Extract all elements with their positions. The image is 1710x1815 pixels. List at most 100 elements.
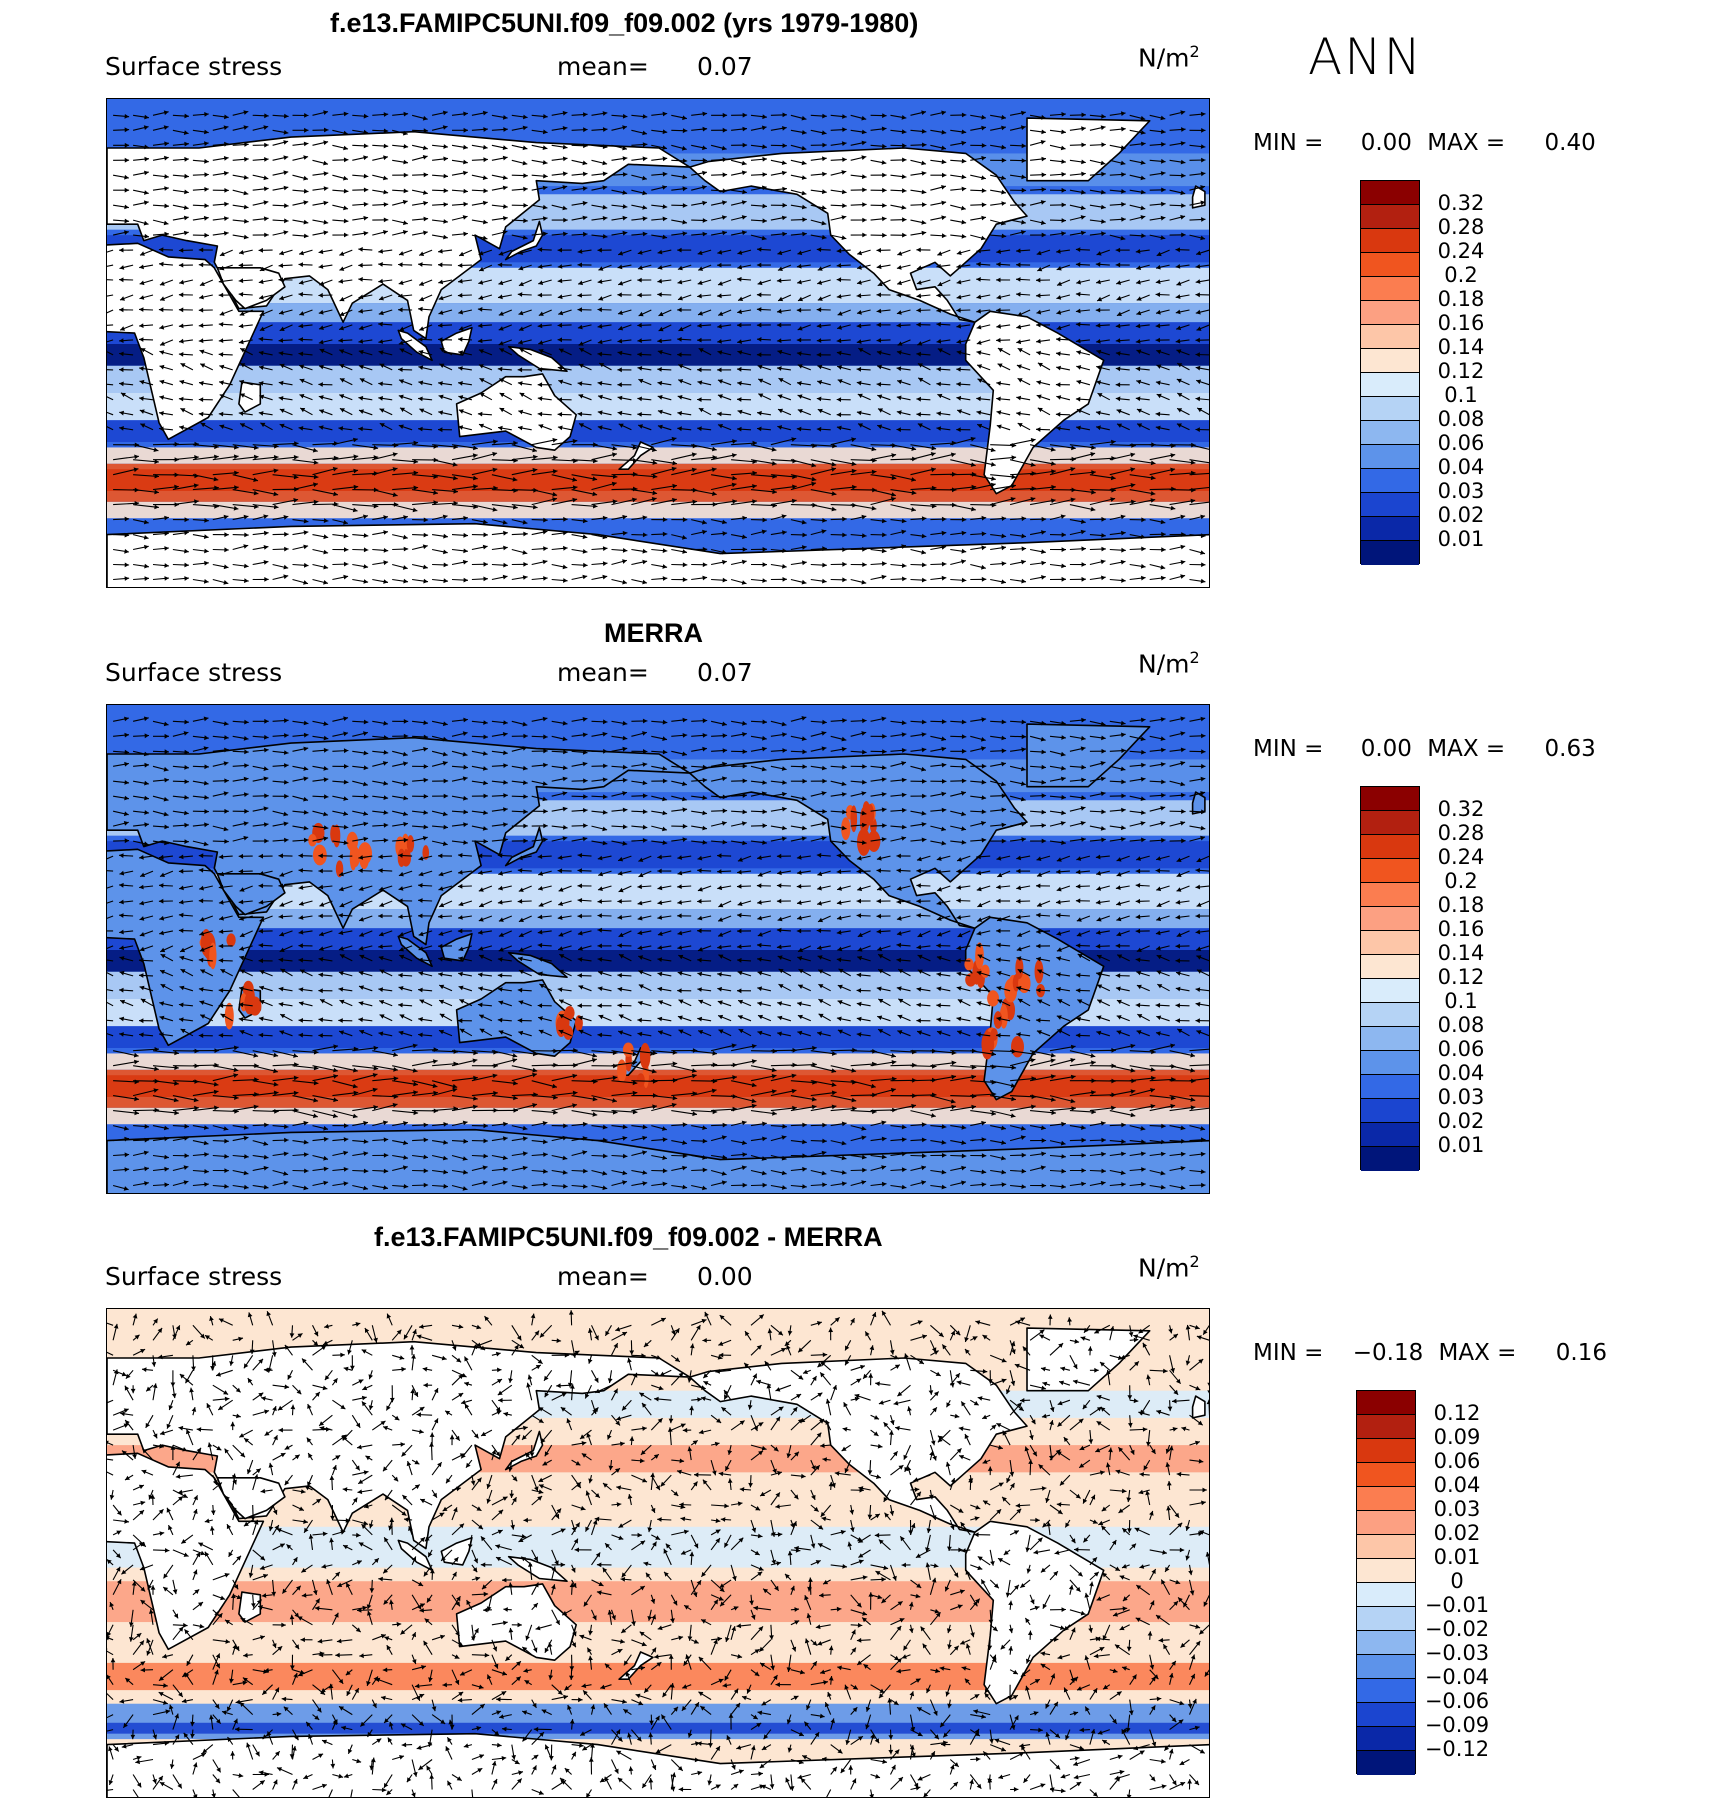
vector-head: [523, 186, 528, 192]
vector-head: [517, 292, 523, 297]
stress-vector: [478, 264, 493, 272]
stress-vector: [107, 351, 114, 356]
vector-head: [243, 204, 249, 210]
stress-vector: [736, 366, 752, 372]
vector-head: [518, 281, 524, 287]
vector-head: [419, 281, 425, 286]
stress-vector: [457, 336, 472, 342]
stress-vector: [711, 112, 728, 118]
vector-head: [1075, 338, 1081, 344]
vector-head: [1175, 294, 1181, 299]
stress-vector: [730, 230, 747, 236]
vector-head: [1121, 217, 1126, 222]
stress-vector: [930, 110, 947, 116]
stress-vector: [678, 324, 692, 332]
vector-head: [463, 201, 468, 207]
stress-vector: [750, 172, 768, 177]
stress-vector: [159, 324, 174, 330]
stress-vector: [232, 125, 249, 131]
vector-head: [1135, 323, 1141, 329]
stress-vector: [518, 339, 532, 345]
vector-head: [583, 112, 588, 117]
stress-vector: [471, 144, 488, 150]
vector-head: [358, 308, 363, 314]
vector-head: [722, 230, 727, 236]
stress-vector: [1089, 171, 1106, 177]
stress-vector: [996, 249, 1011, 254]
vector-head: [164, 231, 169, 237]
vector-head: [682, 186, 688, 192]
stress-vector: [298, 337, 313, 342]
stress-vector: [113, 174, 129, 180]
stress-vector: [192, 158, 209, 164]
vector-head: [697, 367, 702, 373]
vector-head: [698, 311, 703, 316]
stress-vector: [332, 111, 349, 117]
variable-name: Surface stress: [105, 52, 283, 81]
stress-vector: [611, 125, 628, 131]
vector-head: [881, 160, 887, 165]
stress-vector: [790, 129, 807, 135]
vector-head: [563, 217, 568, 223]
vector-head: [916, 280, 922, 285]
stress-vector: [777, 349, 792, 356]
stress-vector: [1069, 189, 1086, 195]
stress-vector: [339, 249, 353, 256]
stress-vector: [1075, 262, 1090, 267]
stress-vector: [437, 337, 453, 342]
stress-vector: [418, 279, 433, 286]
stress-vector: [318, 264, 333, 269]
vector-head: [164, 141, 169, 147]
stress-vector: [736, 322, 752, 328]
stress-vector: [691, 218, 708, 223]
stress-vector: [691, 200, 707, 206]
stress-vector: [810, 113, 827, 119]
vector-head: [239, 250, 244, 255]
stress-vector: [272, 203, 289, 209]
stress-vector: [710, 200, 727, 206]
vector-head: [1175, 309, 1181, 315]
vector-head: [198, 307, 204, 313]
vector-head: [996, 337, 1001, 343]
vector-head: [403, 159, 408, 165]
vector-head: [836, 248, 842, 254]
vector-shaft: [1210, 175, 1211, 176]
stress-vector: [658, 324, 672, 332]
stress-vector: [1155, 279, 1170, 285]
vector-head: [1075, 322, 1081, 327]
vector-head: [1196, 326, 1202, 331]
stress-vector: [551, 185, 568, 191]
vector-head: [702, 218, 708, 223]
stress-vector: [730, 159, 747, 166]
vector-head: [264, 113, 269, 119]
vector-head: [1176, 349, 1182, 354]
stress-vector: [910, 219, 927, 225]
stress-vector: [491, 185, 508, 191]
panel-model: f.e13.FAMIPC5UNI.f09_f09.002 (yrs 1979-1…: [0, 0, 1710, 605]
stress-vector: [990, 201, 1007, 206]
vector-head: [941, 215, 947, 221]
vector-shaft: [107, 369, 114, 371]
vector-head: [941, 129, 947, 135]
vector-head: [842, 157, 847, 162]
vector-head: [283, 170, 289, 176]
vector-head: [523, 114, 528, 120]
vector-head: [861, 129, 867, 135]
stress-vector: [850, 155, 867, 161]
vector-head: [862, 217, 867, 223]
vector-head: [597, 323, 603, 329]
stress-vector: [697, 323, 712, 328]
stress-vector: [850, 217, 867, 223]
vector-head: [841, 141, 847, 146]
stress-vector: [750, 125, 767, 131]
stress-vector: [159, 294, 174, 301]
stress-vector: [498, 309, 513, 316]
vector-head: [1095, 323, 1101, 328]
vector-head: [582, 200, 588, 206]
stress-vector: [139, 249, 154, 256]
stress-vector: [332, 232, 349, 238]
stress-vector: [339, 294, 353, 302]
vector-head: [1096, 339, 1101, 344]
stress-vector: [392, 111, 409, 117]
stress-vector: [1075, 291, 1090, 297]
